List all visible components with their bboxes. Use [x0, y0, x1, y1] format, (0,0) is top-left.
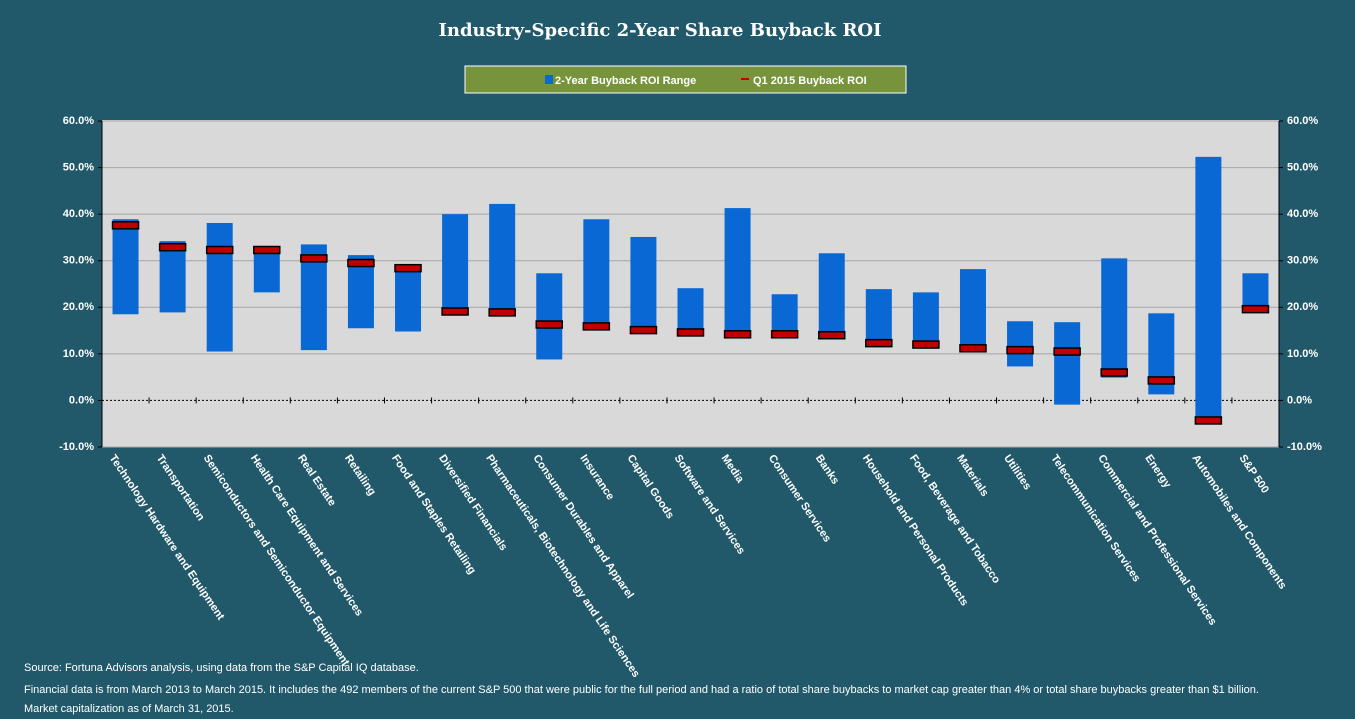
- q1-marker: [1194, 416, 1223, 425]
- q1-marker: [582, 322, 611, 331]
- range-bar: [1101, 258, 1128, 378]
- x-tick-label: Food and Staples Retailing: [389, 453, 478, 577]
- range-bar: [112, 219, 139, 315]
- footnote: Financial data is from March 2013 to Mar…: [24, 684, 1259, 696]
- x-tick-label: Food, Beverage and Tobacco: [907, 453, 1002, 586]
- range-bar: [630, 236, 657, 330]
- q1-marker: [770, 330, 799, 339]
- x-tick-label: Materials: [954, 453, 991, 499]
- y2-tick-label: 50.0%: [1287, 161, 1318, 173]
- x-tick-label: Utilities: [1001, 453, 1033, 493]
- legend-label: 2-Year Buyback ROI Range: [555, 75, 696, 87]
- footnote: Source: Fortuna Advisors analysis, using…: [24, 662, 419, 674]
- footnote: Market capitalization as of March 31, 20…: [24, 703, 234, 715]
- range-bar: [959, 269, 986, 353]
- range-bar: [489, 203, 516, 316]
- y-tick-label: 30.0%: [63, 255, 94, 267]
- q1-marker: [629, 325, 658, 335]
- q1-marker: [1053, 347, 1081, 356]
- range-bar: [677, 288, 704, 336]
- range-bar: [1007, 321, 1034, 367]
- x-tick-label: Real Estate: [295, 453, 338, 509]
- x-tick-label: Capital Goods: [625, 453, 677, 522]
- y-tick-label: 60.0%: [63, 115, 94, 127]
- y2-tick-label: 10.0%: [1287, 348, 1318, 360]
- q1-marker: [347, 258, 375, 268]
- x-tick-label: Banks: [813, 453, 841, 487]
- q1-marker: [676, 328, 705, 337]
- x-tick-label: Insurance: [577, 453, 616, 503]
- y2-tick-label: -10.0%: [1287, 441, 1322, 453]
- x-tick-label: Media: [719, 453, 747, 486]
- range-bar: [818, 253, 845, 339]
- q1-marker: [158, 242, 187, 252]
- range-bar: [206, 222, 233, 352]
- q1-marker: [959, 344, 987, 353]
- q1-marker: [441, 307, 469, 316]
- range-bar: [347, 255, 374, 329]
- y-tick-label: 20.0%: [63, 301, 94, 313]
- range-bar: [159, 241, 186, 313]
- q1-marker: [817, 330, 846, 340]
- q1-marker: [535, 320, 564, 329]
- range-bar: [724, 208, 751, 338]
- y2-tick-label: 40.0%: [1287, 208, 1318, 220]
- range-bar: [253, 247, 280, 293]
- range-bar: [442, 214, 469, 315]
- y-tick-label: -10.0%: [59, 441, 94, 453]
- q1-marker: [865, 338, 893, 348]
- q1-marker: [1100, 368, 1128, 377]
- range-bar: [395, 265, 422, 332]
- range-bar: [583, 219, 610, 329]
- q1-marker: [253, 245, 281, 255]
- legend-swatch: [545, 75, 553, 84]
- y-tick-label: 10.0%: [63, 348, 94, 360]
- q1-marker: [1147, 376, 1176, 385]
- plot-area: [102, 120, 1279, 447]
- x-tick-label: Automobiles and Components: [1189, 453, 1288, 592]
- y2-tick-label: 60.0%: [1287, 115, 1318, 127]
- q1-marker: [205, 245, 234, 255]
- range-bar: [865, 289, 892, 347]
- y2-tick-label: 30.0%: [1287, 255, 1318, 267]
- q1-marker: [1006, 345, 1034, 355]
- q1-marker: [1241, 304, 1270, 314]
- y-tick-label: 50.0%: [63, 161, 94, 173]
- range-bar: [1054, 322, 1081, 405]
- q1-marker: [488, 308, 516, 317]
- y2-tick-label: 0.0%: [1287, 394, 1312, 406]
- q1-marker: [723, 330, 752, 339]
- x-tick-label: Telecommunication Services: [1048, 453, 1142, 585]
- y-tick-label: 0.0%: [69, 394, 94, 406]
- q1-marker: [912, 340, 940, 349]
- x-tick-label: Household and Personal Products: [860, 453, 970, 609]
- legend-swatch: [741, 78, 749, 80]
- y-tick-label: 40.0%: [63, 208, 94, 220]
- q1-marker: [111, 221, 140, 230]
- q1-marker: [394, 263, 422, 273]
- range-bar: [912, 292, 939, 348]
- legend-box: [464, 65, 907, 94]
- x-tick-label: Energy: [1142, 453, 1173, 491]
- x-tick-label: Consumer Durables and Apparel: [530, 453, 635, 601]
- q1-marker: [300, 254, 328, 263]
- y2-tick-label: 20.0%: [1287, 301, 1318, 313]
- range-bar: [1195, 156, 1222, 424]
- legend-label: Q1 2015 Buyback ROI: [753, 75, 867, 87]
- x-tick-label: Retailing: [342, 453, 378, 498]
- x-tick-label: Transportation: [154, 453, 207, 524]
- chart-title: Industry-Specific 2-Year Share Buyback R…: [438, 20, 881, 41]
- range-bar: [536, 273, 563, 360]
- x-tick-label: S&P 500: [1237, 453, 1271, 496]
